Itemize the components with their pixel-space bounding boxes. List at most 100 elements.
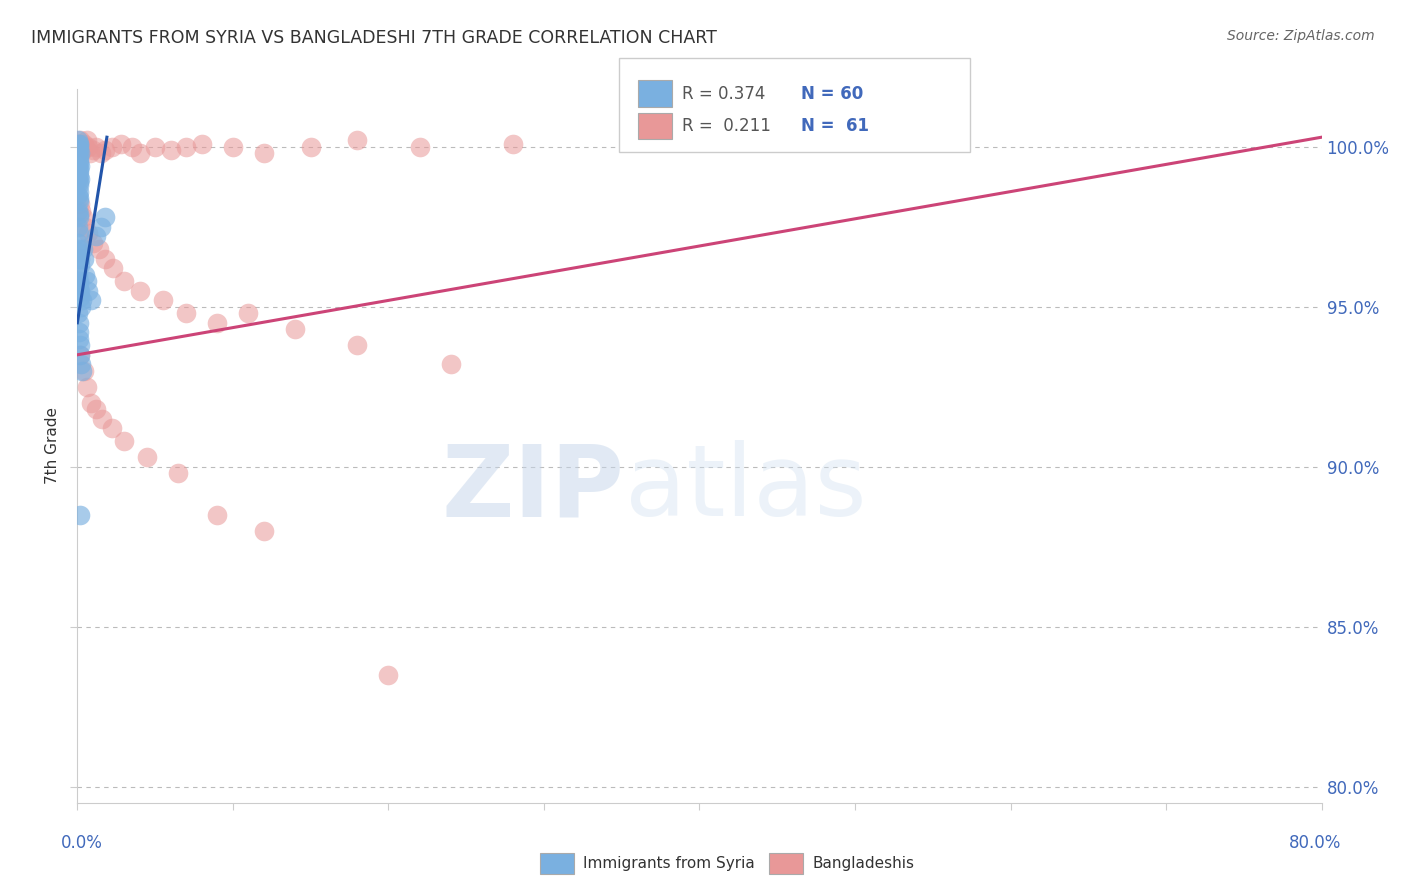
Text: N =  61: N = 61	[801, 117, 869, 135]
Point	[67, 140, 90, 154]
Point	[253, 524, 276, 538]
Point	[69, 146, 91, 161]
Point	[174, 140, 197, 154]
Point	[67, 316, 90, 330]
Point	[69, 171, 91, 186]
Point	[67, 140, 90, 154]
Point	[82, 235, 104, 250]
Point	[346, 133, 368, 147]
Text: 80.0%: 80.0%	[1288, 834, 1341, 852]
Point	[72, 210, 94, 224]
Point	[90, 146, 112, 161]
Point	[84, 140, 107, 154]
Point	[70, 300, 93, 314]
Point	[67, 136, 90, 151]
Point	[67, 153, 90, 167]
Text: N = 60: N = 60	[801, 85, 863, 103]
Point	[67, 203, 90, 218]
Point	[67, 136, 90, 151]
Point	[94, 252, 117, 266]
Point	[84, 402, 107, 417]
Y-axis label: 7th Grade: 7th Grade	[45, 408, 60, 484]
Point	[112, 434, 135, 449]
Point	[70, 136, 93, 151]
Point	[76, 380, 98, 394]
Point	[67, 207, 90, 221]
Point	[502, 136, 524, 151]
Point	[67, 175, 90, 189]
Point	[110, 136, 132, 151]
Text: Immigrants from Syria: Immigrants from Syria	[583, 856, 755, 871]
Point	[91, 412, 114, 426]
Point	[128, 146, 150, 161]
Point	[67, 191, 90, 205]
Text: Bangladeshis: Bangladeshis	[813, 856, 915, 871]
Point	[75, 219, 97, 234]
Point	[67, 306, 90, 320]
Point	[238, 306, 260, 320]
Point	[69, 338, 91, 352]
Point	[77, 226, 100, 240]
Point	[69, 133, 91, 147]
Point	[69, 258, 91, 272]
Point	[67, 245, 90, 260]
Point	[77, 284, 100, 298]
Point	[67, 235, 90, 250]
Point	[67, 332, 90, 346]
Point	[191, 136, 214, 151]
Point	[67, 133, 90, 147]
Point	[75, 268, 97, 282]
Point	[72, 242, 94, 256]
Point	[67, 178, 90, 193]
Text: R =  0.211: R = 0.211	[682, 117, 770, 135]
Point	[72, 364, 94, 378]
Point	[69, 159, 91, 173]
Point	[100, 421, 122, 435]
Point	[67, 185, 90, 199]
Point	[440, 358, 463, 372]
Point	[67, 159, 90, 173]
Point	[408, 140, 430, 154]
Point	[174, 306, 197, 320]
Point	[82, 143, 104, 157]
Point	[76, 274, 98, 288]
Point	[69, 252, 91, 266]
Point	[112, 274, 135, 288]
Point	[70, 140, 93, 154]
Point	[128, 284, 150, 298]
Point	[377, 668, 399, 682]
Point	[207, 508, 229, 522]
Point	[75, 140, 97, 154]
Point	[346, 338, 368, 352]
Point	[67, 194, 90, 209]
Point	[69, 348, 91, 362]
Point	[67, 169, 90, 183]
Point	[67, 136, 90, 151]
Point	[101, 261, 124, 276]
Point	[159, 143, 181, 157]
Point	[67, 226, 90, 240]
Point	[67, 210, 90, 224]
Point	[67, 146, 90, 161]
Point	[67, 171, 90, 186]
Point	[70, 293, 93, 308]
Point	[67, 252, 90, 266]
Point	[136, 450, 159, 465]
Point	[67, 274, 90, 288]
Text: 0.0%: 0.0%	[60, 834, 103, 852]
Point	[67, 326, 90, 340]
Point	[100, 140, 122, 154]
Point	[69, 358, 91, 372]
Point	[67, 165, 90, 179]
Text: Source: ZipAtlas.com: Source: ZipAtlas.com	[1227, 29, 1375, 43]
Point	[72, 136, 94, 151]
Point	[67, 268, 90, 282]
Text: ZIP: ZIP	[441, 441, 624, 537]
Point	[69, 140, 91, 154]
Text: R = 0.374: R = 0.374	[682, 85, 765, 103]
Point	[222, 140, 245, 154]
Point	[69, 290, 91, 304]
Point	[67, 284, 90, 298]
Text: IMMIGRANTS FROM SYRIA VS BANGLADESHI 7TH GRADE CORRELATION CHART: IMMIGRANTS FROM SYRIA VS BANGLADESHI 7TH…	[31, 29, 717, 46]
Point	[94, 143, 117, 157]
